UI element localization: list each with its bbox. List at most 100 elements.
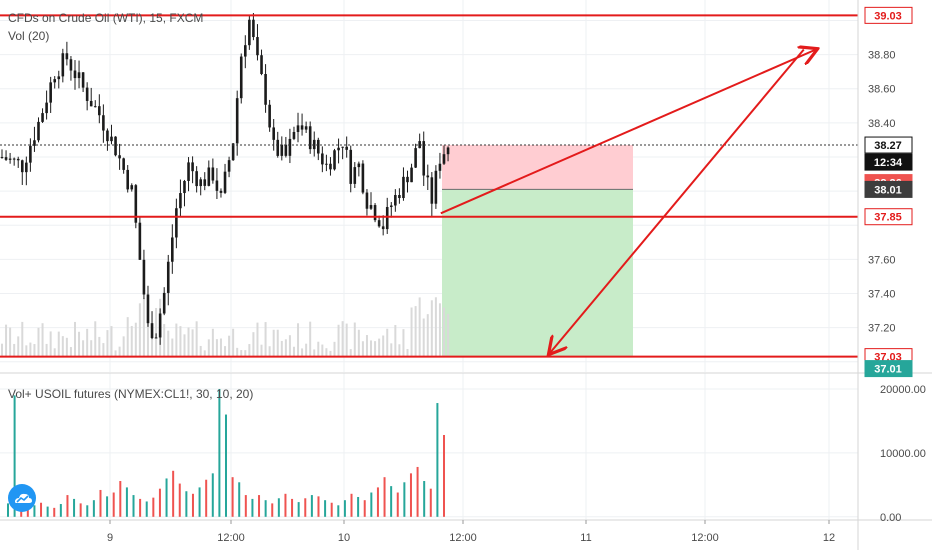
lower-volume-bar bbox=[363, 500, 366, 517]
volume-overlay-bar bbox=[126, 317, 129, 357]
position-zones[interactable] bbox=[442, 145, 633, 357]
tradingview-logo-icon[interactable] bbox=[8, 484, 36, 512]
volume-overlay-bar bbox=[443, 307, 445, 357]
time-tick-label: 12:00 bbox=[691, 532, 719, 544]
lower-volume-bar bbox=[238, 482, 241, 517]
volume-overlay-bar bbox=[386, 328, 389, 357]
volume-overlay-bar bbox=[37, 327, 40, 357]
candle-body bbox=[183, 180, 186, 194]
lower-volume-bar bbox=[92, 500, 95, 517]
lower-volume-bar bbox=[244, 495, 247, 517]
candle-body bbox=[16, 158, 20, 161]
candle-body bbox=[162, 292, 166, 314]
volume-overlay-bar bbox=[382, 335, 385, 357]
volume-overlay-bar bbox=[49, 331, 52, 357]
candle-body bbox=[215, 180, 219, 191]
volume-overlay-bar bbox=[268, 346, 271, 357]
volume-overlay-bar bbox=[321, 344, 324, 357]
candlesticks bbox=[0, 13, 450, 345]
candle-body bbox=[349, 149, 353, 184]
candle-body bbox=[300, 125, 304, 130]
lower-volume-bar bbox=[376, 487, 379, 517]
volume-legend[interactable]: Vol (20) bbox=[8, 29, 50, 43]
lower-volume-bar bbox=[370, 492, 373, 517]
volume-overlay-bar bbox=[17, 336, 20, 357]
lower-volume-bar bbox=[416, 466, 419, 517]
lower-volume-bar bbox=[304, 498, 307, 517]
volume-overlay-bar bbox=[325, 348, 328, 357]
candle-body bbox=[292, 131, 296, 139]
candle-body bbox=[211, 167, 215, 181]
volume-overlay-bar bbox=[264, 322, 267, 357]
volume-overlay-bar bbox=[361, 341, 364, 357]
candle-body bbox=[373, 205, 377, 221]
lower-volume-bar bbox=[53, 507, 56, 517]
candle-body bbox=[422, 141, 426, 176]
lower-pane-title[interactable]: Vol+ USOIL futures (NYMEX:CL1!, 30, 10, … bbox=[8, 387, 254, 401]
volume-overlay-bar bbox=[301, 348, 304, 357]
volume-overlay-bar bbox=[345, 323, 348, 357]
lower-volume-bar bbox=[205, 479, 208, 517]
candle-body bbox=[418, 141, 421, 149]
price-tick-label: 38.80 bbox=[868, 50, 896, 62]
volume-overlay-bar bbox=[276, 329, 279, 357]
lower-volume-bar bbox=[258, 495, 261, 517]
candle-body bbox=[69, 59, 73, 71]
candle-body bbox=[280, 144, 284, 156]
trend-arrows[interactable] bbox=[440, 48, 816, 353]
lower-volume-bar bbox=[284, 493, 287, 517]
volume-overlay-bar bbox=[69, 347, 72, 357]
volume-overlay-bar bbox=[183, 334, 186, 357]
candle-body bbox=[402, 176, 405, 199]
time-tick-label: 12:00 bbox=[217, 532, 245, 544]
symbol-title[interactable]: CFDs on Crude Oil (WTI), 15, FXCM bbox=[8, 11, 204, 25]
volume-overlay-bar bbox=[179, 326, 182, 357]
volume-overlay-bar bbox=[447, 313, 450, 357]
candle-body bbox=[73, 70, 77, 79]
volume-overlay-bar bbox=[65, 337, 68, 357]
volume-overlay-bar bbox=[146, 315, 149, 357]
candle-body bbox=[0, 156, 4, 158]
volume-overlay-bar bbox=[406, 348, 409, 357]
volume-tick-label: 10000.00 bbox=[880, 448, 926, 460]
candle-body bbox=[284, 144, 288, 156]
volume-overlay-bar bbox=[317, 341, 320, 357]
candle-body bbox=[81, 72, 85, 88]
price-badge-label: 37.01 bbox=[874, 364, 902, 376]
lower-volume-bar bbox=[106, 496, 109, 517]
time-tick-label: 9 bbox=[107, 532, 113, 544]
price-tick-label: 37.60 bbox=[868, 254, 896, 266]
candle-body bbox=[49, 82, 52, 103]
price-badge-label: 37.85 bbox=[874, 212, 902, 224]
lower-volume-bar bbox=[165, 478, 168, 517]
lower-volume-bar bbox=[310, 495, 313, 517]
volume-overlay-bar bbox=[337, 324, 340, 357]
volume-overlay-bar bbox=[297, 323, 300, 357]
lower-volume-bar bbox=[231, 477, 234, 517]
grid bbox=[0, 0, 858, 520]
volume-tick-label: 20000.00 bbox=[880, 384, 926, 396]
candle-body bbox=[85, 87, 89, 101]
volume-overlay-bar bbox=[390, 343, 393, 357]
volume-overlay-bar bbox=[155, 307, 158, 357]
volume-overlay-bar bbox=[151, 323, 154, 357]
stop-loss-zone bbox=[442, 145, 633, 190]
price-badge bbox=[864, 208, 913, 226]
volume-overlay-bar bbox=[21, 321, 24, 357]
volume-overlay-bar bbox=[240, 350, 243, 357]
candle-body bbox=[398, 195, 401, 199]
lower-volume-bar bbox=[291, 498, 294, 517]
volume-overlay-bar bbox=[370, 340, 373, 357]
volume-overlay-bar bbox=[33, 344, 36, 357]
trend-arrow bbox=[550, 48, 805, 353]
lower-volume-bar bbox=[99, 489, 102, 517]
lower-volume-bar bbox=[145, 501, 148, 517]
time-tick-label: 12:00 bbox=[449, 532, 477, 544]
horizontal-levels[interactable] bbox=[0, 14, 858, 358]
candle-body bbox=[134, 185, 138, 223]
volume-overlay-bar bbox=[402, 329, 405, 357]
lower-volume-bar bbox=[396, 492, 399, 517]
